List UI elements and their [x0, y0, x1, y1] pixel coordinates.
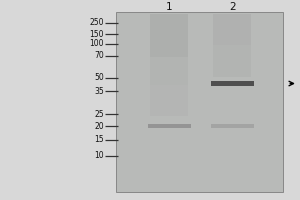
Text: 50: 50 — [94, 73, 104, 82]
Bar — [148, 124, 191, 128]
Text: 1: 1 — [166, 2, 173, 12]
Text: 100: 100 — [89, 39, 104, 48]
Text: 250: 250 — [89, 18, 104, 27]
Text: 20: 20 — [94, 122, 104, 131]
Bar — [150, 85, 188, 116]
Bar — [116, 12, 283, 192]
Bar — [150, 14, 188, 57]
Text: 35: 35 — [94, 87, 104, 96]
Text: 150: 150 — [89, 30, 104, 39]
Text: 2: 2 — [229, 2, 236, 12]
Bar — [213, 14, 251, 45]
Bar — [213, 45, 251, 77]
Text: 10: 10 — [94, 151, 104, 160]
Text: 70: 70 — [94, 51, 104, 60]
Bar — [211, 124, 254, 128]
Bar — [211, 81, 254, 86]
Text: 15: 15 — [94, 135, 104, 144]
Bar — [150, 57, 188, 85]
Text: 25: 25 — [94, 110, 104, 119]
